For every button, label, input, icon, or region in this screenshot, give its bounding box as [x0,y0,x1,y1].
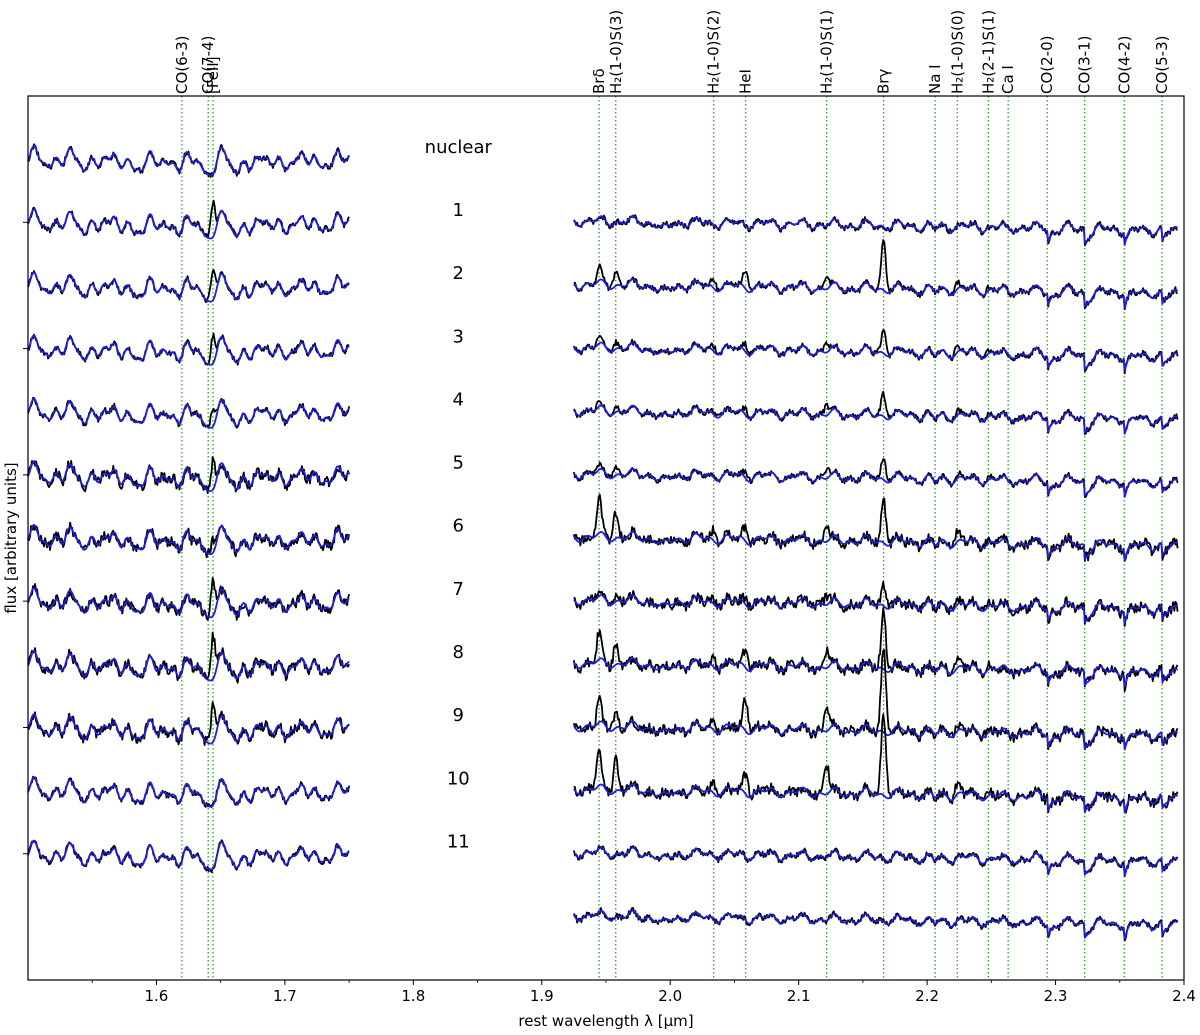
emission-line-label: CO(2-0) [1038,36,1056,94]
observed-spectrum-line [27,577,350,621]
model-spectrum-line [573,657,1179,688]
spectrum-7: 7 [27,577,1179,693]
x-tick-label: 2.1 [787,987,811,1005]
emission-line-label: Na I [926,64,944,94]
x-axis-label: rest wavelength λ [μm] [518,1012,693,1030]
x-tick-label: 1.7 [273,987,297,1005]
spectrum-10: 10 [27,768,1179,878]
spectrum-label: 5 [453,453,464,474]
axes-group: 1.6 1.7 1.8 1.9 2.0 2.1 2.2 2.3 2.4 [23,221,1196,1005]
model-spectrum-line [573,530,1179,561]
observed-spectrum-line [27,839,350,874]
spectrum-label: 8 [453,642,464,663]
model-spectrum-line [27,334,350,366]
spectra-group: nuclear 1 2 3 4 5 6 7 8 9 10 11 [27,137,1179,942]
emission-line-label: CO(6-3) [173,36,191,94]
model-spectrum-line [27,145,350,177]
observed-spectrum-line [573,493,1179,562]
emission-line-label: CO(4-2) [1115,36,1133,94]
spectrum-1: 1 [27,199,1179,311]
observed-spectrum-line [572,607,1179,693]
x-tick-label: 2.3 [1044,987,1068,1005]
x-tick-label: 1.8 [401,987,425,1005]
x-tick-label: 1.9 [530,987,554,1005]
spectrum-label: 11 [447,831,470,852]
model-spectrum-line [27,271,350,303]
emission-line-label: Ca I [999,65,1017,94]
emission-line-label: H₂(1-0)S(0) [948,10,966,94]
x-tick-label: 1.6 [145,987,169,1005]
spectrum-11: 11 [27,831,1179,942]
emission-line-label: HeI [737,69,755,94]
emission-line-label: Brγ [875,69,893,94]
emission-line-label: H₂(1-0)S(2) [705,10,723,94]
spectrum-label: nuclear [425,137,493,158]
spectrum-8: 8 [27,631,1179,751]
model-spectrum-line [573,278,1179,309]
model-spectrum-line [573,783,1179,814]
model-spectrum-line [573,909,1179,940]
model-spectrum-line [573,467,1179,498]
model-spectrum-line [573,720,1179,751]
observed-spectrum-line [573,458,1179,498]
model-spectrum-line [27,397,350,429]
spectrum-2: 2 [27,263,1179,375]
spectrum-nuclear: nuclear [27,137,1179,247]
emission-line-label: CO(3-1) [1076,36,1094,94]
model-spectrum-line [27,460,350,492]
model-spectrum-line [27,839,350,871]
spectrum-label: 3 [453,326,464,347]
model-spectrum-line [573,341,1179,372]
emission-line-label: H₂(1-0)S(1) [818,10,836,94]
model-spectrum-line [27,776,350,808]
x-tick-label: 2.2 [915,987,939,1005]
model-spectrum-line [573,404,1179,435]
spectrum-9: 9 [27,701,1179,814]
emission-line-label: H₂(2-1)S(1) [979,10,997,94]
observed-spectrum-line [27,631,350,684]
y-axis-label: flux [arbitrary units] [2,462,20,613]
spectrum-3: 3 [27,326,1179,436]
model-spectrum-line [27,587,350,619]
emission-line-label: [FeII] [204,56,222,94]
spectrum-label: 7 [453,579,464,600]
emission-line-label: H₂(1-0)S(3) [607,10,625,94]
spectrum-label: 10 [447,768,470,789]
emission-line-label: Brδ [590,68,608,94]
spectrum-label: 4 [453,389,464,410]
model-spectrum-line [27,713,350,745]
spectrum-label: 2 [453,263,464,284]
model-spectrum-line [573,594,1179,625]
spectrum-6: 6 [27,516,1179,627]
model-spectrum-line [27,650,350,682]
spectrum-label: 9 [453,705,464,726]
emission-line-label: CO(7-4) [199,36,217,94]
model-spectrum-line [27,523,350,556]
x-tick-label: 2.4 [1172,987,1196,1005]
spectrum-label: 1 [453,200,464,221]
spectrum-label: 6 [453,516,464,537]
emission-line-label: CO(5-3) [1153,36,1171,94]
observed-spectrum-line [27,521,350,559]
emission-line-markers [181,96,1163,980]
model-spectrum-line [573,846,1179,877]
spectrum-5: 5 [27,453,1179,562]
spectrum-4: 4 [27,389,1179,498]
observed-spectrum-line [27,701,350,747]
x-tick-label: 2.0 [658,987,682,1005]
model-spectrum-line [27,208,350,240]
model-spectrum-line [573,215,1179,246]
observed-spectrum-line [573,239,1178,311]
